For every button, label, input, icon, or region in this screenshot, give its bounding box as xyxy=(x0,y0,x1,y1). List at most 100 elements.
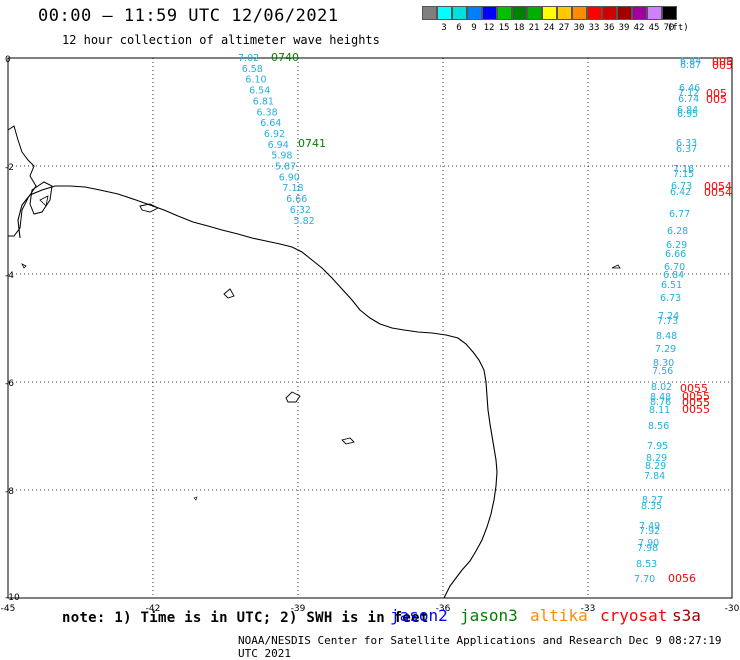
legend-swatch xyxy=(467,6,482,20)
legend-label: 45 xyxy=(648,23,660,33)
map-title: 00:00 – 11:59 UTC 12/06/2021 xyxy=(38,6,339,26)
wave-height-value: 7.16 xyxy=(673,164,694,175)
legend-label: 9 xyxy=(471,23,477,33)
time-label: 005 xyxy=(706,93,727,106)
island-delta-small xyxy=(39,195,49,207)
wave-height-value: 8.76 xyxy=(650,397,671,408)
island-reef-east xyxy=(341,437,355,445)
wave-height-value: 6.32 xyxy=(290,205,311,216)
wave-height-value: 6.66 xyxy=(286,194,307,205)
time-label: 005 xyxy=(712,55,733,68)
legend-unit: (ft) xyxy=(667,23,689,33)
wave-height-value: 7.95 xyxy=(647,441,668,452)
wave-height-value: 6.66 xyxy=(665,249,686,260)
time-label: 0055 xyxy=(680,382,708,395)
legend-label: 42 xyxy=(633,23,645,33)
time-label: 0054 xyxy=(704,180,732,193)
legend-swatch xyxy=(632,6,647,20)
island-tiny xyxy=(21,263,27,269)
legend-label: 21 xyxy=(528,23,540,33)
island-fernando xyxy=(611,264,621,269)
wave-height-value: 6.70 xyxy=(664,262,685,273)
island-delta xyxy=(29,181,53,215)
satellite-name-cryosat: cryosat xyxy=(600,606,668,625)
wave-height-value: 7.15 xyxy=(673,169,694,180)
wave-height-value: 6.84 xyxy=(663,270,684,281)
credit-line: NOAA/NESDIS Center for Satellite Applica… xyxy=(238,634,722,660)
legend-label: 36 xyxy=(603,23,615,33)
legend-swatch xyxy=(662,6,677,20)
time-label: 0054 xyxy=(704,186,732,199)
wave-height-value: 6.74 xyxy=(678,94,699,105)
legend-label: 39 xyxy=(618,23,630,33)
time-label: 005 xyxy=(706,87,727,100)
time-label: 0741 xyxy=(298,137,326,150)
wave-height-value: 6.92 xyxy=(264,129,285,140)
island-reef xyxy=(285,391,301,403)
time-label: 0055 xyxy=(682,390,710,403)
wave-height-value: 5.82 xyxy=(294,216,315,227)
lon-tick-label: -33 xyxy=(581,604,596,614)
legend-swatch xyxy=(617,6,632,20)
wave-height-value: 7.70 xyxy=(634,574,655,585)
satellite-name-altika: altika xyxy=(530,606,588,625)
legend-swatch xyxy=(557,6,572,20)
legend-swatch xyxy=(452,6,467,20)
wave-height-value: 7.49 xyxy=(639,521,660,532)
time-label: 005 xyxy=(712,59,733,72)
wave-height-value: 6.73 xyxy=(660,293,681,304)
wave-height-value: 8.29 xyxy=(645,461,666,472)
wave-height-value: 6.77 xyxy=(669,209,690,220)
wave-height-value: 6.33 xyxy=(676,138,697,149)
legend-label: 15 xyxy=(498,23,510,33)
legend-swatch xyxy=(437,6,452,20)
legend-label: 12 xyxy=(483,23,495,33)
time-label: 0055 xyxy=(682,403,710,416)
legend-label: 70 xyxy=(663,23,675,33)
wave-height-value: 6.90 xyxy=(279,172,300,183)
legend-label: 18 xyxy=(513,23,525,33)
time-label: 0055 xyxy=(682,396,710,409)
lat-tick-label: -4 xyxy=(5,271,14,281)
time-label: 0056 xyxy=(668,572,696,585)
island-marajo xyxy=(7,125,37,237)
legend-swatch xyxy=(542,6,557,20)
wave-height-value: 7.18 xyxy=(282,183,303,194)
legend-swatch xyxy=(512,6,527,20)
wave-height-value: 6.51 xyxy=(661,280,682,291)
legend-label: 27 xyxy=(558,23,570,33)
legend-label: 6 xyxy=(456,23,462,33)
wave-height-value: 7.24 xyxy=(658,311,679,322)
wave-height-value: 6.29 xyxy=(666,240,687,251)
wave-height-value: 6.46 xyxy=(679,83,700,94)
wave-height-value: 5.98 xyxy=(271,151,292,162)
wave-height-value: 6.38 xyxy=(257,107,278,118)
legend-label: 33 xyxy=(588,23,600,33)
wave-height-value: 7.84 xyxy=(644,471,665,482)
island-dot xyxy=(193,496,198,501)
wave-height-value: 8.30 xyxy=(653,358,674,369)
legend-swatch xyxy=(647,6,662,20)
legend-label: 30 xyxy=(573,23,585,33)
wave-height-value: 6.64 xyxy=(260,118,281,129)
wave-height-value: 6.58 xyxy=(242,64,263,75)
wave-height-value: 8.29 xyxy=(646,453,667,464)
legend-swatch xyxy=(497,6,512,20)
wave-height-value: 8.53 xyxy=(636,559,657,570)
wave-height-value: 8.56 xyxy=(648,421,669,432)
satellite-name-jason3: jason3 xyxy=(460,606,518,625)
legend-swatch xyxy=(587,6,602,20)
wave-height-value: 6.28 xyxy=(667,226,688,237)
wave-height-value: 6.73 xyxy=(671,181,692,192)
wave-height-value: 6.84 xyxy=(677,105,698,116)
wave-height-value: 6.95 xyxy=(677,109,698,120)
lon-tick-label: -36 xyxy=(436,604,451,614)
wave-height-value: 8.48 xyxy=(650,392,671,403)
wave-height-value: 8.11 xyxy=(649,405,670,416)
coastline xyxy=(17,185,498,599)
lat-tick-label: -2 xyxy=(5,163,14,173)
satellite-name-jason2: jason2 xyxy=(390,606,448,625)
wave-height-value: 7.90 xyxy=(638,538,659,549)
wave-height-value: 7.12 xyxy=(678,88,699,99)
